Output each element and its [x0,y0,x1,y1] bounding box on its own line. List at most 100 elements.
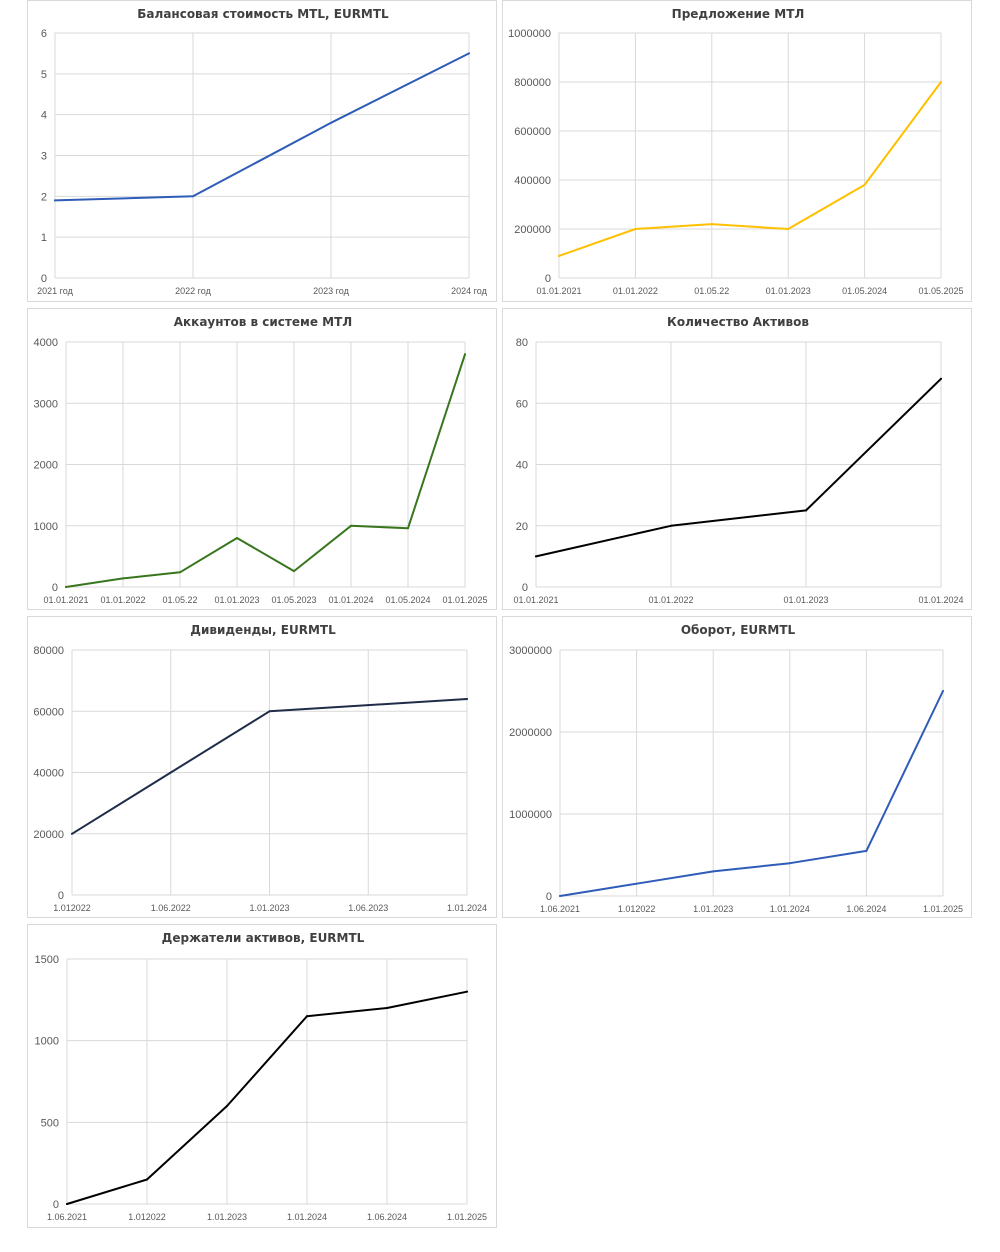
x-tick-label: 01.01.2021 [536,286,581,296]
x-tick-label: 01.01.2023 [766,286,811,296]
chart-title: Аккаунтов в системе МТЛ [174,315,352,329]
data-point [558,254,560,257]
data-point [330,121,332,124]
y-tick-label: 500 [41,1117,59,1129]
x-tick-label: 01.05.2023 [271,595,316,605]
y-tick-label: 1000000 [509,809,552,821]
x-tick-label: 01.01.2023 [783,595,828,605]
series-line [558,81,942,257]
y-tick-label: 0 [41,273,47,285]
data-point [710,223,713,226]
data-point [468,52,470,55]
y-tick-label: 400000 [514,175,551,187]
data-point [306,1015,308,1018]
y-tick-label: 0 [546,891,552,903]
series-line [54,52,470,202]
x-tick-label: 01.01.2022 [613,286,658,296]
chart-assets-count: Количество Активов 0 20 40 60 80 01.01.2021 01.… [513,315,963,605]
x-tick-label: 2024 год [451,286,487,296]
data-point [634,228,637,230]
y-tick-label: 200000 [514,224,551,236]
chart-dividends: Дивиденды, EURMTL 0 20000 40000 60000 80000 1.… [33,623,487,913]
x-tick-label: 01.01.2024 [328,595,373,605]
chart-panel-accounts: Аккаунтов в системе МТЛ 0 1000 2000 3000 4000… [27,308,497,610]
data-point [236,537,238,539]
y-tick-label: 2000 [34,460,58,472]
y-tick-label: 1 [41,232,47,244]
y-tick-label: 1000 [35,1036,59,1048]
data-point [54,199,56,202]
y-tick-label: 40 [516,460,528,472]
y-tick-label: 800000 [514,77,551,89]
data-point [940,81,942,83]
data-point [787,228,790,230]
y-tick-label: 20000 [33,829,64,841]
x-tick-label: 01.01.2022 [100,595,145,605]
x-tick-label: 01.05.2024 [842,286,887,296]
chart-turnover: Оборот, EURMTL 0 1000000 2000000 3000000 1.06… [509,623,963,914]
x-tick-label: 2022 год [175,286,211,296]
x-tick-label: 2023 год [313,286,349,296]
x-tick-label: 01.01.2024 [918,595,963,605]
data-point [559,895,561,897]
y-tick-label: 5 [41,69,47,81]
x-tick-label: 1.06.2021 [47,1212,87,1222]
chart-title: Держатели активов, EURMTL [162,931,365,945]
data-point [367,704,370,707]
data-point [192,195,194,198]
chart-asset-holders: Держатели активов, EURMTL 0 500 1000 1500 1.0… [35,931,488,1222]
y-tick-label: 0 [545,273,551,285]
data-point [942,690,944,692]
chart-panel-supply: Предложение МТЛ 0 200000 400000 600000 800000… [502,0,972,302]
chart-title: Дивиденды, EURMTL [190,623,336,637]
data-point [122,577,124,580]
x-tick-label: 1.012022 [618,904,656,914]
chart-title: Предложение МТЛ [672,7,805,21]
x-tick-label: 2021 год [37,286,73,296]
x-tick-label: 1.01.2023 [207,1212,247,1222]
series-line [535,377,942,558]
y-tick-label: 0 [58,890,64,902]
y-tick-label: 2 [41,191,47,203]
chart-accounts: Аккаунтов в системе МТЛ 0 1000 2000 3000 4000… [34,315,488,605]
x-tick-label: 1.012022 [128,1212,166,1222]
y-tick-label: 600000 [514,126,551,138]
x-tick-label: 01.05.2025 [918,286,963,296]
data-point [466,990,468,993]
data-point [466,698,468,700]
data-point [788,862,791,865]
chart-panel-assets: Количество Активов 0 20 40 60 80 01.01.2021 01.… [502,308,972,610]
x-tick-label: 1.01.2025 [447,1212,487,1222]
x-tick-label: 1.01.2024 [770,904,810,914]
y-tick-label: 80 [516,337,528,349]
y-tick-label: 60 [516,398,528,410]
data-point [268,710,271,713]
chart-panel-turnover: Оборот, EURMTL 0 1000000 2000000 3000000 1.06… [502,616,972,918]
x-tick-label: 01.01.2023 [214,595,259,605]
x-tick-label: 1.06.2021 [540,904,580,914]
data-point [350,524,352,527]
x-tick-label: 1.01.2024 [447,903,487,913]
x-tick-label: 1.06.2024 [846,904,886,914]
chart-panel-holders: Держатели активов, EURMTL 0 500 1000 1500 1.0… [27,924,497,1228]
data-point [865,849,868,852]
data-point [65,586,67,588]
data-point [293,570,295,573]
series-line [559,690,944,897]
y-tick-label: 2000000 [509,727,552,739]
x-tick-label: 1.01.2025 [923,904,963,914]
y-tick-label: 4 [41,110,47,122]
y-tick-label: 6 [41,28,47,40]
chart-panel-dividends: Дивиденды, EURMTL 0 20000 40000 60000 80000 1.… [27,616,497,918]
x-tick-label: 1.01.2023 [249,903,289,913]
y-tick-label: 1500 [35,954,59,966]
chart-title: Количество Активов [667,315,809,329]
y-tick-label: 4000 [34,337,58,349]
chart-title: Оборот, EURMTL [681,623,796,637]
y-tick-label: 3000 [34,398,58,410]
data-point [464,353,466,356]
x-tick-label: 01.01.2025 [442,595,487,605]
series-line [65,353,466,588]
x-tick-label: 01.05.2024 [385,595,430,605]
chart-title: Балансовая стоимость MTL, EURMTL [137,7,389,21]
